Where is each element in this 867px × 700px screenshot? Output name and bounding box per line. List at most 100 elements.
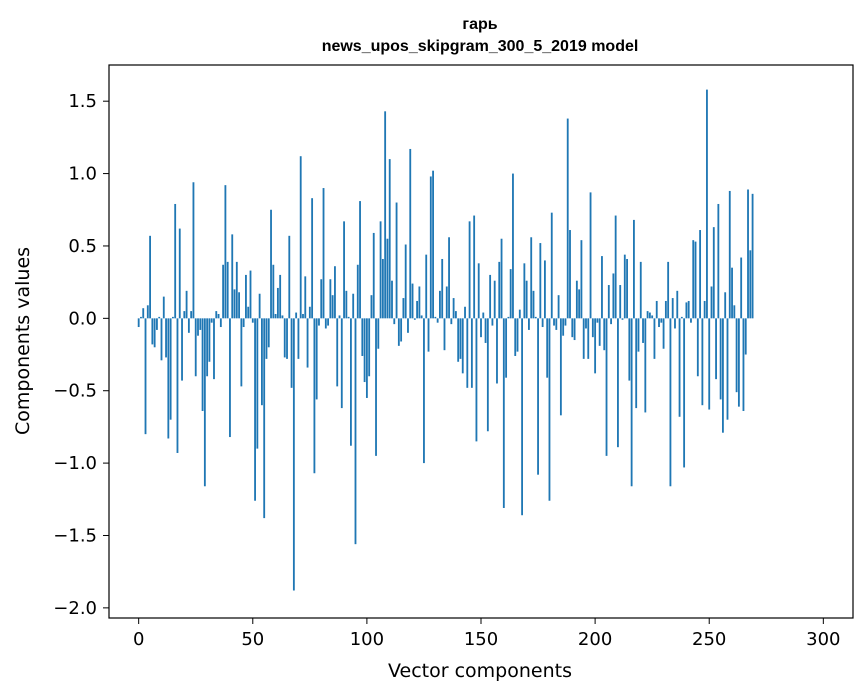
bar <box>292 318 295 591</box>
bar <box>183 311 186 319</box>
bar <box>523 263 526 319</box>
bar <box>722 318 724 433</box>
bar <box>514 318 517 356</box>
bar <box>187 318 190 333</box>
x-axis-ticks: 0 50 100 150 200 250 300 <box>133 618 841 650</box>
bar <box>258 293 261 319</box>
bar <box>192 182 195 319</box>
bar <box>386 238 389 319</box>
bar <box>537 318 539 475</box>
bar <box>539 243 542 319</box>
bar <box>181 318 183 381</box>
bar <box>445 286 448 319</box>
bar <box>217 313 220 319</box>
bar <box>384 111 387 319</box>
y-tick-label: 0.0 <box>68 308 97 329</box>
bar <box>423 318 425 464</box>
bar <box>534 316 537 319</box>
bar <box>559 318 562 416</box>
bar <box>676 290 679 319</box>
bar <box>331 295 334 319</box>
bar <box>461 318 464 374</box>
bar <box>267 318 270 348</box>
bar <box>701 318 704 406</box>
bar <box>655 300 658 319</box>
bar <box>158 316 161 319</box>
bar <box>434 316 437 319</box>
bar <box>210 318 213 323</box>
bar <box>621 318 624 320</box>
bar <box>628 318 631 381</box>
bar <box>242 318 245 328</box>
bar <box>489 274 492 319</box>
bar <box>587 318 590 359</box>
bar <box>151 318 154 345</box>
bar <box>402 298 405 319</box>
y-tick-label: −2.0 <box>53 598 97 619</box>
y-axis-ticks: −2.0 −1.5 −1.0 −0.5 0.0 0.5 1.0 1.5 <box>53 91 109 619</box>
bar <box>274 313 277 319</box>
bar <box>247 306 250 319</box>
bar <box>276 287 279 319</box>
bar <box>712 227 715 319</box>
bar <box>724 292 727 319</box>
bar <box>726 318 729 420</box>
bar <box>651 315 654 319</box>
bar <box>637 318 640 352</box>
bar <box>580 240 583 319</box>
bar <box>498 261 501 319</box>
bar <box>653 318 656 359</box>
bar <box>473 215 476 319</box>
bar <box>418 286 421 319</box>
bar <box>306 318 309 368</box>
bar <box>327 318 330 326</box>
y-tick-label: 1.0 <box>68 164 97 185</box>
bar <box>290 318 293 388</box>
bar <box>313 318 316 474</box>
bar <box>569 230 571 319</box>
bar <box>571 318 574 338</box>
bar <box>388 159 391 319</box>
bar <box>299 156 302 319</box>
bar <box>265 318 268 359</box>
bar <box>562 318 565 336</box>
bar <box>281 315 284 319</box>
bar <box>397 318 400 346</box>
bar <box>550 212 553 319</box>
bar <box>516 318 519 352</box>
bar <box>340 318 343 409</box>
bar <box>156 318 158 330</box>
bar <box>543 260 546 319</box>
bar <box>420 315 423 319</box>
bar <box>441 258 444 319</box>
bar <box>199 318 202 330</box>
bar <box>354 318 357 545</box>
bar <box>480 318 482 338</box>
bar <box>235 261 238 319</box>
bar <box>731 267 733 319</box>
bar <box>605 318 608 456</box>
bar <box>630 318 633 487</box>
bar <box>667 261 670 319</box>
bar <box>167 318 170 439</box>
bar <box>171 316 174 319</box>
bar <box>747 189 749 319</box>
bar <box>457 318 460 362</box>
bar <box>496 318 498 384</box>
bar <box>528 318 530 330</box>
bar <box>555 318 558 330</box>
bar <box>215 311 218 319</box>
bar <box>370 295 373 319</box>
bar <box>375 318 377 456</box>
bar <box>372 232 375 319</box>
x-tick-label: 100 <box>350 629 384 650</box>
bar <box>470 318 473 388</box>
bar <box>311 198 314 319</box>
plot-frame <box>108 64 854 619</box>
bar <box>662 318 665 349</box>
bar <box>486 318 489 432</box>
bar <box>594 318 597 374</box>
y-tick-label: −0.5 <box>53 381 97 402</box>
bar <box>680 316 683 319</box>
